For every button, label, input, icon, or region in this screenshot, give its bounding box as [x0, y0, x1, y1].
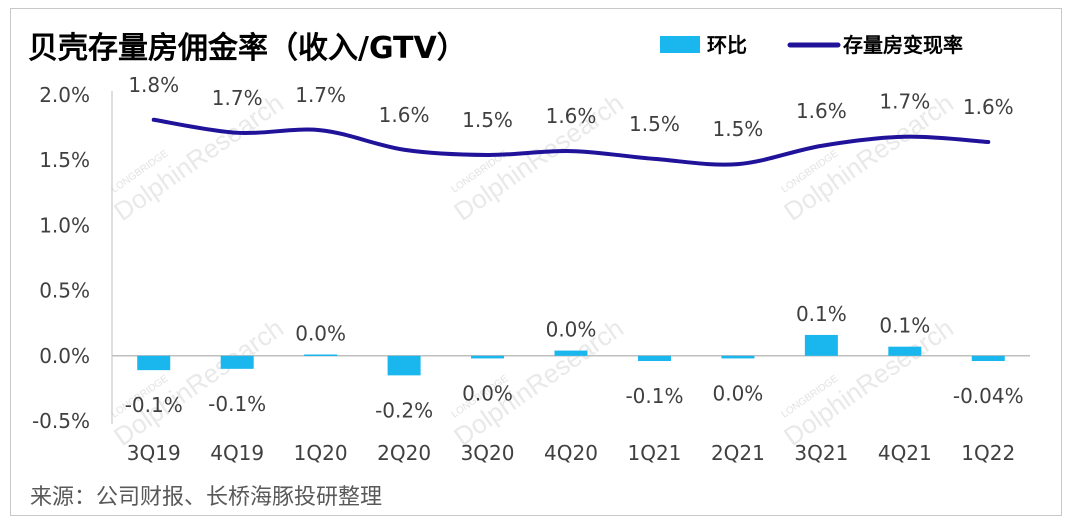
x-tick-label: 3Q21	[794, 441, 848, 465]
x-ticks: 3Q19 4Q19 1Q20 2Q20 3Q20 4Q20 1Q21 2Q21 3Q21 4Q21…	[127, 441, 1015, 465]
bar	[304, 354, 338, 356]
x-tick-label: 3Q20	[461, 441, 515, 465]
bar	[220, 355, 254, 369]
line-data-label: 1.5%	[713, 117, 764, 141]
legend-bar-label: 环比	[707, 33, 747, 57]
x-tick-label: 4Q20	[544, 441, 598, 465]
y-tick-label: 1.5%	[39, 148, 90, 172]
legend-line-label: 存量房变现率	[843, 33, 963, 57]
x-tick-label: 4Q21	[878, 441, 932, 465]
bar-data-label: 0.0%	[713, 381, 764, 405]
x-tick-label: 2Q20	[377, 441, 431, 465]
line-data-label: 1.6%	[796, 99, 847, 123]
y-tick-label: 0.0%	[39, 344, 90, 368]
bar-data-label: 0.1%	[879, 314, 930, 338]
bar	[888, 346, 922, 356]
bar-data-label: 0.0%	[462, 381, 513, 405]
bar-data-label: -0.2%	[375, 398, 433, 422]
bar	[137, 355, 171, 371]
x-tick-label: 1Q22	[961, 441, 1015, 465]
line-data-label: 1.7%	[212, 86, 263, 110]
source-note: 来源：公司财报、长桥海豚投研整理	[30, 485, 382, 510]
line-data-label: 1.8%	[128, 73, 179, 97]
y-tick-label: 0.5%	[39, 279, 90, 303]
bar	[971, 355, 1005, 362]
bar-data-label: -0.04%	[953, 384, 1024, 408]
y-ticks: 2.0% 1.5% 1.0% 0.5% 0.0% -0.5%	[32, 83, 90, 433]
chart-frame	[10, 8, 1062, 516]
bar-data-label: 0.0%	[546, 318, 597, 342]
bar	[721, 355, 755, 359]
bar-data-label: 0.1%	[796, 302, 847, 326]
bar	[637, 355, 671, 362]
line-series	[151, 117, 991, 167]
line-data-label: 1.5%	[462, 108, 513, 132]
bar-data-labels: -0.1% -0.1% 0.0% -0.2% 0.0% 0.0% -0.1% 0.0% 0.1%…	[125, 302, 1024, 422]
line-data-label: 1.6%	[379, 103, 430, 127]
bar-data-label: -0.1%	[208, 392, 266, 416]
x-tick-label: 2Q21	[711, 441, 765, 465]
bar	[387, 355, 421, 376]
watermark-brand-large: DolphinResearch	[108, 313, 289, 452]
x-tick-label: 3Q19	[127, 441, 181, 465]
chart-title: 贝壳存量房佣金率（收入/GTV）	[28, 31, 467, 66]
line-data-label: 1.5%	[629, 112, 680, 136]
x-tick-label: 1Q20	[294, 441, 348, 465]
y-tick-label: 1.0%	[39, 213, 90, 237]
line-data-label: 1.7%	[295, 83, 346, 107]
x-tick-label: 1Q21	[627, 441, 681, 465]
bar-data-label: -0.1%	[125, 393, 183, 417]
bar-data-label: -0.1%	[625, 384, 683, 408]
y-tick-label: 2.0%	[39, 83, 90, 107]
bar	[804, 334, 838, 356]
line-data-label: 1.7%	[879, 90, 930, 114]
bar	[554, 350, 588, 356]
bar-series	[137, 334, 1005, 376]
watermark-brand-large: DolphinResearch	[778, 313, 959, 452]
line-data-labels: 1.8% 1.7% 1.7% 1.6% 1.5% 1.6% 1.5% 1.5% 1.6% 1.7%…	[128, 73, 1013, 141]
legend-bar-swatch	[660, 36, 700, 53]
bar-data-label: 0.0%	[295, 321, 346, 345]
bar	[471, 355, 505, 359]
y-tick-label: -0.5%	[32, 409, 90, 433]
x-tick-label: 4Q19	[210, 441, 264, 465]
line-data-label: 1.6%	[963, 95, 1014, 119]
line-data-label: 1.6%	[546, 104, 597, 128]
